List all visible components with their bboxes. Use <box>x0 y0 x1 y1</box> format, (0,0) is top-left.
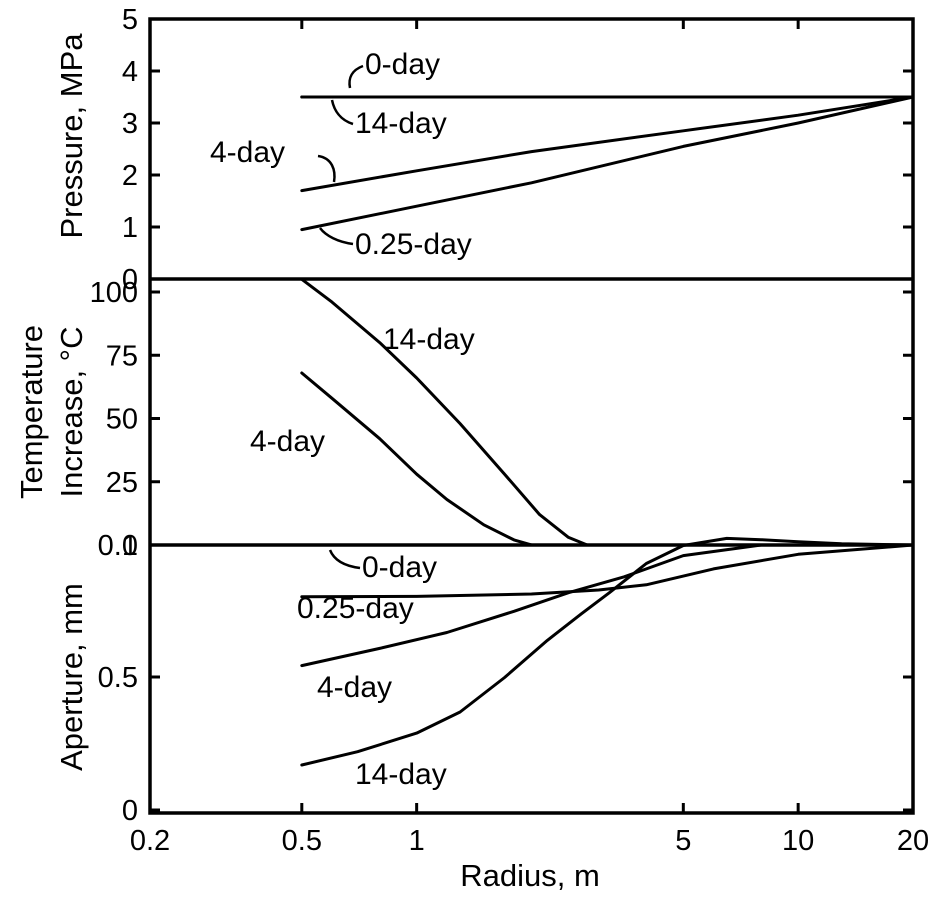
y-tick-label-temperature: 25 <box>106 467 138 499</box>
y-axis-title-temperature-line2: Increase, °C <box>54 327 89 498</box>
x-tick-label: 0.2 <box>130 825 170 857</box>
y-tick-label-temperature: 0 <box>122 530 138 562</box>
y-axis-title-aperture: Aperture, mm <box>54 583 89 771</box>
y-tick-label-pressure: 0 <box>122 264 138 296</box>
series-line-pressure-4-day <box>300 95 915 193</box>
curve-label-temperature-4-day: 4-day <box>250 425 325 458</box>
y-tick-label-aperture: 0.1 <box>98 530 138 562</box>
series-line-temperature-14-day <box>300 277 589 547</box>
y-axis-title-pressure: Pressure, MPa <box>54 33 89 239</box>
curve-label-pressure-4-day: 4-day <box>210 136 285 169</box>
y-tick-label-aperture: 0 <box>122 795 138 827</box>
curve-label-pressure-0-day: 0-day <box>365 48 440 81</box>
x-tick-label: 10 <box>782 825 814 857</box>
curve-label-pressure-14-day: 14-day <box>355 107 447 140</box>
y-tick-label-temperature: 50 <box>106 404 138 436</box>
curve-label-aperture-0.25-day: 0.25-day <box>297 592 414 625</box>
y-tick-label-pressure: 2 <box>122 160 138 192</box>
curve-label-pressure-0.25-day: 0.25-day <box>355 228 472 261</box>
series-line-pressure-0.25-day <box>300 95 915 232</box>
y-tick-label-aperture: 0.5 <box>98 662 138 694</box>
curve-label-aperture-14-day: 14-day <box>355 758 447 791</box>
y-tick-label-temperature: 75 <box>106 340 138 372</box>
x-tick-label: 5 <box>675 825 691 857</box>
y-tick-label-pressure: 5 <box>122 4 138 36</box>
label-leader-pressure-14-day <box>330 99 354 126</box>
x-tick-label: 0.5 <box>282 825 322 857</box>
curve-label-temperature-14-day: 14-day <box>383 323 475 356</box>
label-leader-aperture-0-day <box>328 549 361 570</box>
label-leader-pressure-0.25-day <box>319 227 354 246</box>
x-axis-title: Radius, m <box>460 858 600 893</box>
y-tick-label-pressure: 3 <box>122 108 138 140</box>
y-tick-label-temperature: 100 <box>90 277 138 309</box>
series-line-temperature-4-day <box>300 371 533 547</box>
curve-label-aperture-4-day: 4-day <box>317 671 392 704</box>
x-tick-label: 1 <box>409 825 425 857</box>
label-leader-pressure-0-day <box>348 64 364 89</box>
x-tick-label: 20 <box>897 825 929 857</box>
y-tick-label-pressure: 1 <box>122 212 138 244</box>
curve-label-aperture-0-day: 0-day <box>362 551 437 584</box>
series-line-aperture-14-day <box>300 536 915 767</box>
y-tick-label-pressure: 4 <box>122 56 138 88</box>
series-line-aperture-0.25-day <box>300 543 915 599</box>
plot-frame <box>148 17 915 815</box>
label-leader-pressure-4-day <box>317 154 336 183</box>
y-axis-title-temperature-line1: Temperature <box>14 325 49 499</box>
series-line-aperture-4-day <box>300 543 915 668</box>
